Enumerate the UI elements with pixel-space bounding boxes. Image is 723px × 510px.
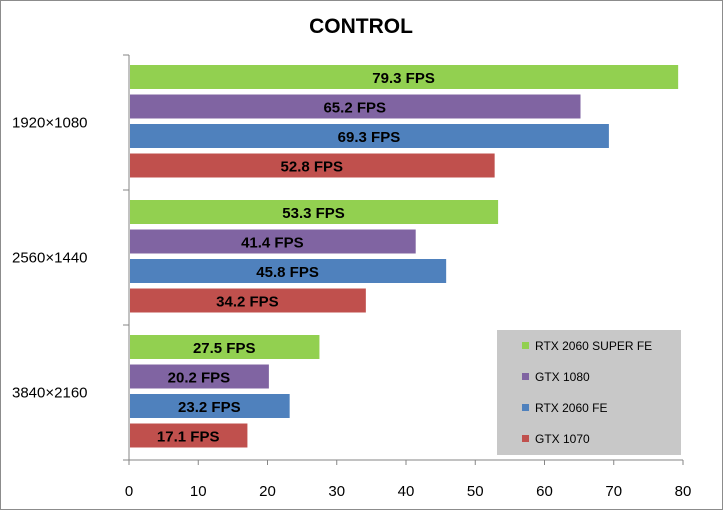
x-tick-label: 0 <box>125 483 133 500</box>
data-label: 27.5 FPS <box>193 340 256 357</box>
y-category-label: 2560×1440 <box>12 250 88 267</box>
bars: 79.3 FPS 65.2 FPS 69.3 FPS 52.8 FPS 53.3 FPS… <box>130 65 679 448</box>
y-category-label: 1920×1080 <box>12 115 88 132</box>
data-label: 69.3 FPS <box>338 129 401 146</box>
x-tick-label: 30 <box>328 483 345 500</box>
bar <box>130 288 366 313</box>
data-label: 52.8 FPS <box>281 159 344 176</box>
legend-entry: GTX 1070 <box>535 432 590 446</box>
x-tick-label: 20 <box>259 483 276 500</box>
data-label: 53.3 FPS <box>282 205 345 222</box>
data-label: 20.2 FPS <box>168 370 231 387</box>
x-tick-label: 10 <box>190 483 207 500</box>
bar <box>130 335 320 359</box>
bar <box>130 364 269 389</box>
legend-box <box>497 330 681 455</box>
data-label: 17.1 FPS <box>157 429 220 446</box>
bar <box>130 153 495 178</box>
data-label: 41.4 FPS <box>241 235 304 252</box>
legend-swatch <box>522 404 529 411</box>
data-label: 79.3 FPS <box>372 70 435 87</box>
x-tick-label: 70 <box>605 483 622 500</box>
legend-swatch <box>522 435 529 442</box>
data-label: 45.8 FPS <box>256 264 319 281</box>
x-tick-label: 50 <box>467 483 484 500</box>
chart-title: CONTROL <box>309 15 413 38</box>
x-tick-label: 60 <box>536 483 553 500</box>
data-label: 34.2 FPS <box>216 294 279 311</box>
bar <box>130 394 290 418</box>
bar <box>130 259 447 283</box>
bar <box>130 423 248 448</box>
bar <box>130 200 499 224</box>
data-label: 23.2 FPS <box>178 399 241 416</box>
legend: RTX 2060 SUPER FE GTX 1080 RTX 2060 FE GTX … <box>497 330 681 455</box>
legend-swatch <box>522 373 529 380</box>
bar <box>130 124 609 148</box>
x-tick-label: 40 <box>398 483 415 500</box>
axes: 0 10 20 30 40 50 60 70 80 1920×1080 2560×1440 3840×… <box>12 54 692 500</box>
x-tick-label: 80 <box>675 483 692 500</box>
legend-entry: RTX 2060 FE <box>535 401 607 415</box>
bar <box>130 65 679 89</box>
y-category-label: 3840×2160 <box>12 385 88 402</box>
data-label: 65.2 FPS <box>323 100 386 117</box>
legend-entry: RTX 2060 SUPER FE <box>535 339 652 353</box>
legend-entry: GTX 1080 <box>535 370 590 384</box>
bar <box>130 229 416 254</box>
bar <box>130 94 581 119</box>
legend-swatch <box>522 342 529 349</box>
